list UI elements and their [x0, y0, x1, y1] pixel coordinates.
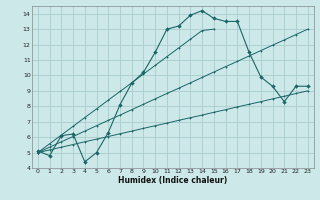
X-axis label: Humidex (Indice chaleur): Humidex (Indice chaleur) — [118, 176, 228, 185]
